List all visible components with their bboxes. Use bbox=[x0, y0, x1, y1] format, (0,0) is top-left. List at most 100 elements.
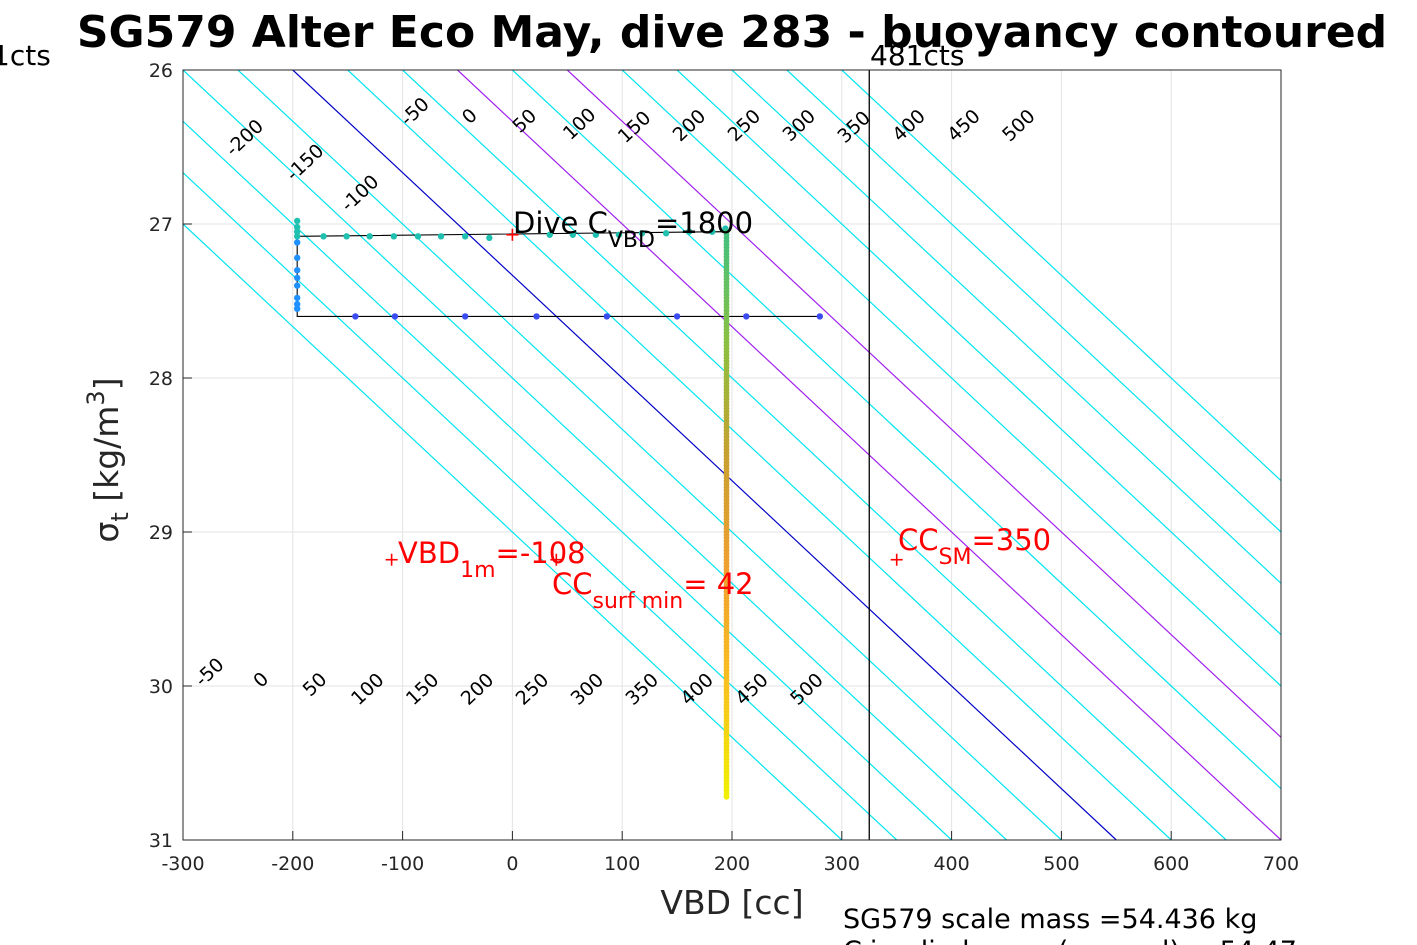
buoyancy-contours bbox=[183, 70, 1281, 840]
contour-line bbox=[183, 171, 898, 840]
vbd1m-marker bbox=[385, 553, 398, 566]
climb-point bbox=[685, 228, 693, 235]
x-tick-label: 500 bbox=[1043, 853, 1079, 875]
y-tick-label: 27 bbox=[149, 214, 173, 236]
y-tick-label: 28 bbox=[149, 368, 173, 390]
ccsurf-annotation: CCsurf min= 42 bbox=[552, 567, 754, 614]
x-tick-label: -300 bbox=[161, 853, 204, 875]
vertical-point bbox=[723, 793, 730, 800]
apogee-point bbox=[391, 313, 399, 320]
climb-point bbox=[638, 230, 646, 237]
vbd1m-post: =-108 bbox=[496, 536, 586, 570]
y-label-sub: t bbox=[106, 512, 134, 521]
descent-point bbox=[293, 254, 301, 262]
y-label-sigma: σ bbox=[87, 522, 126, 543]
contour-line bbox=[511, 70, 1281, 790]
apogee-point bbox=[816, 313, 824, 320]
footer-implied-text: implied mass (opened) = 54.47 bbox=[870, 936, 1297, 945]
climb-point bbox=[709, 228, 716, 235]
x-tick-label: 400 bbox=[933, 853, 969, 875]
x-tick-label: 600 bbox=[1153, 853, 1189, 875]
climb-point bbox=[343, 233, 350, 240]
footer-scale-mass: SG579 scale mass =54.436 kg bbox=[843, 904, 1257, 935]
descent-point bbox=[293, 267, 301, 274]
ccsurf-sub: surf min bbox=[593, 589, 684, 614]
climb-point bbox=[293, 217, 301, 225]
vbd1m-pre: VBD bbox=[398, 536, 460, 570]
dive-cvbd-sub: VBD bbox=[608, 228, 655, 253]
y-tick-label: 30 bbox=[149, 676, 173, 698]
climb-point bbox=[662, 230, 670, 237]
climb-point bbox=[461, 233, 469, 240]
descent-point bbox=[293, 294, 301, 302]
ccsurf-marker bbox=[550, 553, 563, 566]
ccsurf-pre: CC bbox=[552, 567, 593, 601]
climb-point bbox=[592, 231, 600, 238]
contour-line bbox=[347, 70, 1172, 840]
y-label-sup: 3 bbox=[82, 390, 110, 405]
ccsm-post: =350 bbox=[971, 523, 1051, 557]
ccsm-annotation: CCSM=350 bbox=[898, 523, 1051, 570]
apogee-point bbox=[533, 313, 540, 320]
y-tick-label: 31 bbox=[149, 830, 173, 852]
climb-point bbox=[293, 228, 301, 235]
dive-cvbd-post: =1800 bbox=[655, 206, 753, 240]
climb-point bbox=[414, 233, 422, 240]
apogee-point bbox=[603, 313, 611, 320]
climb-point bbox=[569, 231, 576, 238]
x-tick-label: -200 bbox=[271, 853, 314, 875]
contour-line bbox=[292, 70, 1117, 840]
contour-line bbox=[183, 120, 953, 840]
vbd1m-sub: 1m bbox=[460, 558, 495, 583]
y-label-close: ] bbox=[87, 377, 126, 390]
ccsm-marker bbox=[890, 553, 903, 566]
apogee-point bbox=[673, 313, 681, 320]
markers bbox=[385, 228, 903, 566]
contour-line bbox=[786, 70, 1281, 533]
dive-points bbox=[293, 217, 824, 800]
contour-line bbox=[237, 70, 1062, 840]
dive-cvbd-marker bbox=[506, 228, 519, 241]
y-label-unit: [kg/m bbox=[87, 406, 126, 513]
descent-point bbox=[293, 300, 301, 308]
y-tick-label: 29 bbox=[149, 522, 173, 544]
dive-cvbd-pre: Dive C bbox=[513, 206, 608, 240]
contour-line bbox=[402, 70, 1227, 840]
footer-implied-mass: Cimplied mass (opened) = 54.47 bbox=[843, 936, 1297, 945]
cts-label-left: 1cts bbox=[0, 39, 51, 72]
climb-point bbox=[486, 234, 493, 242]
x-tick-label: 0 bbox=[506, 853, 518, 875]
y-tick-label: 26 bbox=[149, 60, 173, 82]
descent-point bbox=[293, 282, 301, 289]
contour-line bbox=[676, 70, 1281, 636]
contour-line bbox=[621, 70, 1281, 687]
ccsm-pre: CC bbox=[898, 523, 939, 557]
footer-implied-pre: C bbox=[843, 936, 862, 945]
descent-point bbox=[293, 305, 301, 312]
climb-point bbox=[366, 233, 373, 240]
apogee-point bbox=[352, 313, 359, 320]
climb-point bbox=[546, 231, 553, 238]
x-tick-label: 100 bbox=[604, 853, 640, 875]
contour-line bbox=[841, 70, 1281, 482]
x-axis-ticks: -300 -200 -100 0 100 200 300 400 500 600 700 bbox=[161, 831, 1299, 875]
descent-point bbox=[293, 274, 301, 282]
climb-point bbox=[293, 223, 301, 231]
vbd1m-annotation: VBD1m=-108 bbox=[398, 536, 586, 583]
ccsurf-post: = 42 bbox=[683, 567, 753, 601]
climb-point bbox=[390, 233, 398, 240]
apogee-point bbox=[743, 313, 750, 320]
apogee-point bbox=[461, 313, 469, 320]
climb-point bbox=[293, 233, 301, 240]
dive-cvbd-annotation: Dive CVBD=1800 bbox=[513, 206, 753, 253]
x-axis-label: VBD [cc] bbox=[660, 883, 803, 922]
contour-line bbox=[566, 70, 1281, 739]
x-tick-label: 700 bbox=[1263, 853, 1299, 875]
climb-point bbox=[615, 231, 623, 238]
climb-point bbox=[320, 233, 327, 240]
y-axis-label: σt [kg/m3] bbox=[82, 377, 134, 542]
cts-label-right: 481cts bbox=[870, 39, 964, 72]
ccsm-sub: SM bbox=[939, 545, 972, 570]
chart-title: SG579 Alter Eco May, dive 283 - buoyancy… bbox=[77, 7, 1387, 58]
